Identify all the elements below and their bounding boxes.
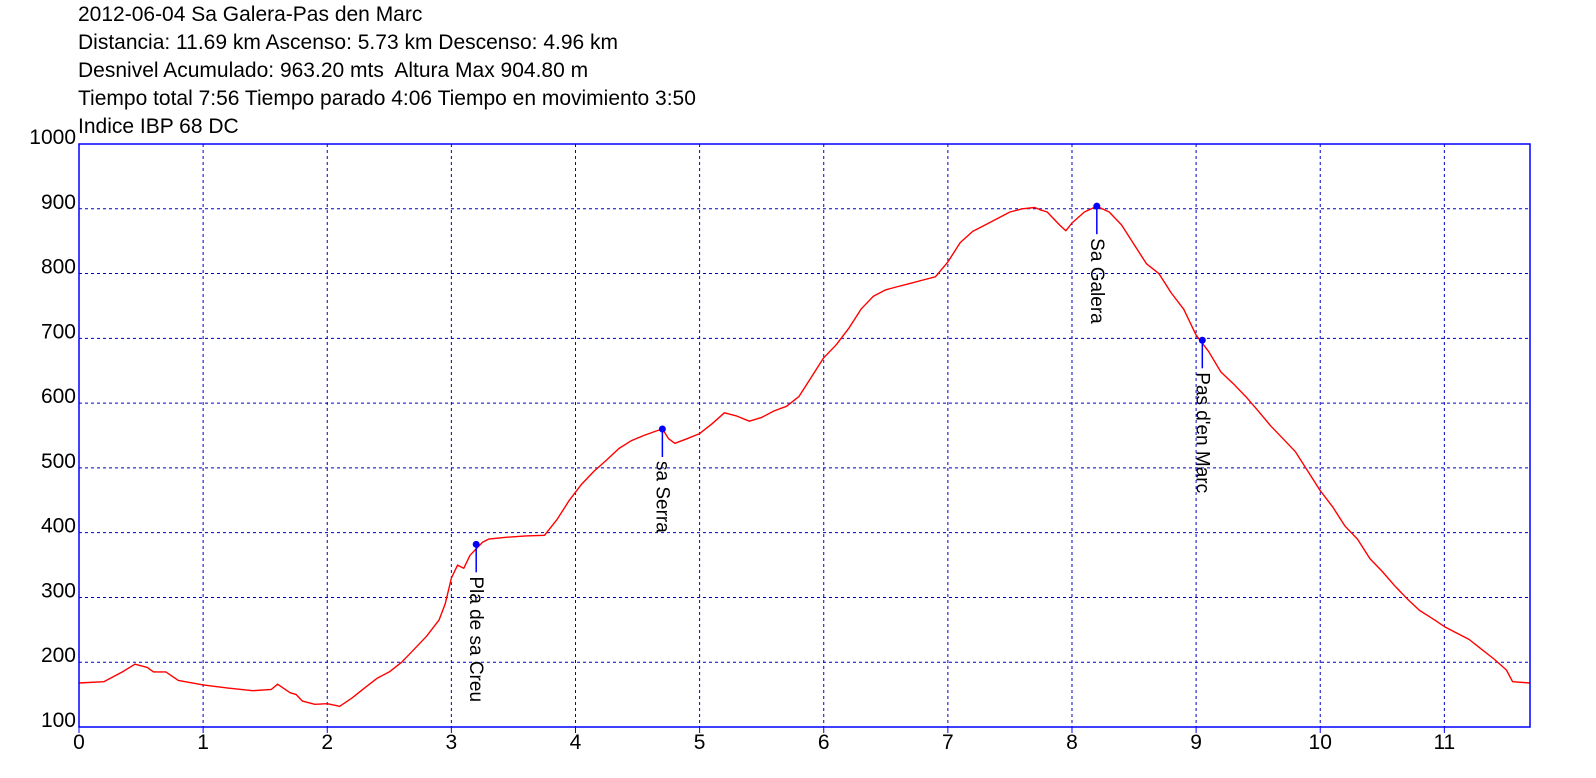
axis-ticks: 0 1 2 3 4 5 6 7 8 9 10 11 100 200 300 400 500 600 700 800 90… <box>29 126 1455 754</box>
y-tick-label: 500 <box>41 450 76 473</box>
distance-stats-line: Distancia: 11.69 km Ascenso: 5.73 km Des… <box>78 31 619 54</box>
x-tick-label: 5 <box>694 731 706 754</box>
x-tick-label: 0 <box>73 731 85 754</box>
x-tick-label: 1 <box>197 731 209 754</box>
waypoint-marker <box>1198 336 1206 344</box>
y-tick-label: 1000 <box>29 126 76 149</box>
plot-frame <box>78 143 1531 728</box>
waypoints-layer: Pla de sa Creu sa Serra Sa Galera Pas d'en … <box>465 202 1212 702</box>
x-tick-label: 6 <box>818 731 830 754</box>
chart-header: 2012-06-04 Sa Galera-Pas den Marc Distan… <box>78 1 696 141</box>
x-tick-label: 2 <box>321 731 333 754</box>
waypoint-label: Sa Galera <box>1086 238 1107 324</box>
y-tick-label: 400 <box>41 515 76 538</box>
waypoint-label: Pla de sa Creu <box>465 576 486 702</box>
elevation-stats-line: Desnivel Acumulado: 963.20 mts Altura Ma… <box>78 59 589 82</box>
x-tick-label: 8 <box>1066 731 1078 754</box>
time-stats-line: Tiempo total 7:56 Tiempo parado 4:06 Tie… <box>78 87 696 110</box>
waypoint-label: Pas d'en Marc <box>1191 372 1212 493</box>
x-tick-label: 7 <box>942 731 954 754</box>
y-tick-label: 700 <box>41 320 76 343</box>
waypoint-marker <box>658 425 666 433</box>
y-tick-label: 300 <box>41 579 76 602</box>
x-tick-label: 3 <box>446 731 458 754</box>
series-layer <box>78 205 1531 707</box>
elevation-line <box>78 205 1531 707</box>
y-tick-label: 600 <box>41 385 76 408</box>
x-tick-label: 11 <box>1433 731 1455 754</box>
x-tick-label: 9 <box>1190 731 1202 754</box>
y-tick-label: 200 <box>41 644 76 667</box>
x-tick-label: 10 <box>1309 731 1332 754</box>
x-tick-label: 4 <box>570 731 582 754</box>
y-tick-label: 900 <box>41 191 76 214</box>
waypoint-marker <box>472 540 480 548</box>
y-tick-label: 800 <box>41 256 76 279</box>
waypoint-marker <box>1093 202 1101 210</box>
waypoint-label: sa Serra <box>651 461 672 533</box>
title-line: 2012-06-04 Sa Galera-Pas den Marc <box>78 3 423 26</box>
ibp-index-line: Indice IBP 68 DC <box>78 115 239 138</box>
y-tick-label: 100 <box>41 709 76 732</box>
grid-lines <box>78 144 1530 733</box>
